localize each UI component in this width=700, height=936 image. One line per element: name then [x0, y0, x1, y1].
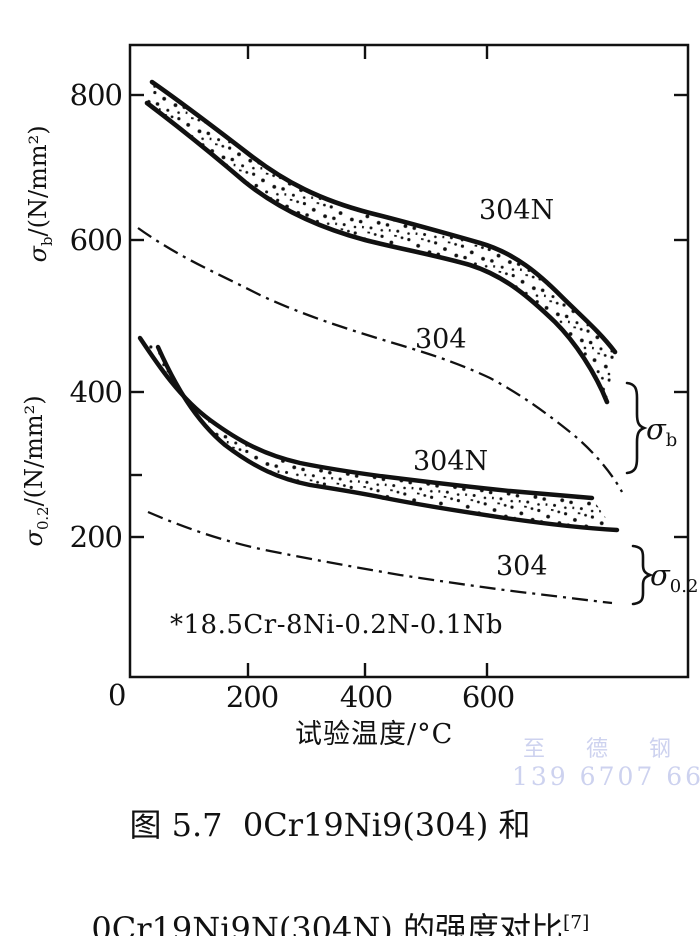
composition-annotation: *18.5Cr-8Ni-0.2N-0.1Nb — [170, 610, 504, 640]
watermark-phone: 139 6707 6667 — [512, 762, 700, 791]
sigma-b-subscript: b — [37, 236, 56, 246]
y-tick-label-200: 200 — [69, 520, 123, 554]
brace-label-sigma-b: σb — [646, 412, 677, 451]
brace-sigma-02-sub: 0.2 — [669, 575, 699, 597]
curve-label-s02-304: 304 — [496, 551, 548, 582]
sigma-02-symbol: σ — [20, 530, 49, 547]
sb-304n-upper-curve — [149, 79, 618, 355]
brace-sigma-02-symbol: σ — [650, 558, 670, 592]
plot-border — [128, 43, 690, 679]
sigma-02-units: /(N/mm²) — [20, 395, 49, 507]
sb-304n-lower-curve — [144, 100, 610, 405]
curve-label-sb-304: 304 — [415, 324, 467, 355]
s02-304n-band — [140, 338, 613, 528]
watermark-company: 至 德 钢 业 — [523, 737, 700, 762]
figure-caption-line2: 0Cr19Ni9N(304N) 的强度对比[7] — [0, 866, 670, 936]
x-tick-label-400: 400 — [339, 680, 393, 714]
brace-label-sigma-02: σ0.2 — [650, 558, 698, 597]
x-axis-title: 试验温度/°C — [295, 719, 454, 750]
figure-caption-reference: [7] — [563, 912, 590, 934]
y-axis-title-sigma-02: σ0.2/(N/mm²) — [20, 351, 52, 591]
origin-label: 0 — [108, 678, 127, 712]
y-axis-title-sigma-b: σb/(N/mm²) — [24, 74, 56, 314]
sigma-02-brace — [631, 544, 654, 606]
x-tick-label-600: 600 — [461, 680, 515, 714]
sigma-02-subscript: 0.2 — [33, 506, 52, 531]
y-tick-label-600: 600 — [69, 223, 123, 257]
y-tick-label-400: 400 — [69, 375, 123, 409]
chart-canvas — [128, 43, 690, 679]
x-tick-label-200: 200 — [225, 680, 279, 714]
sigma-b-symbol: σ — [24, 245, 53, 263]
brace-sigma-b-sub: b — [665, 429, 678, 451]
curve-label-s02-304n: 304N — [413, 446, 489, 477]
sb-304-curve — [137, 227, 624, 493]
figure-caption-line2-text: 0Cr19Ni9N(304N) 的强度对比 — [91, 910, 564, 936]
axis-ticks — [130, 45, 688, 677]
sigma-b-brace — [625, 381, 648, 475]
y-tick-label-800: 800 — [69, 78, 123, 112]
figure-caption-line1: 图 5.7 0Cr19Ni9(304) 和 — [129, 806, 531, 844]
s02-304n-upper-curve — [137, 335, 595, 501]
brace-sigma-b-symbol: σ — [646, 412, 666, 446]
s02-304n-lower-curve — [155, 344, 620, 533]
curve-label-sb-304n: 304N — [479, 195, 555, 226]
sigma-b-units: /(N/mm²) — [24, 125, 53, 237]
s02-304-curve — [147, 510, 613, 605]
